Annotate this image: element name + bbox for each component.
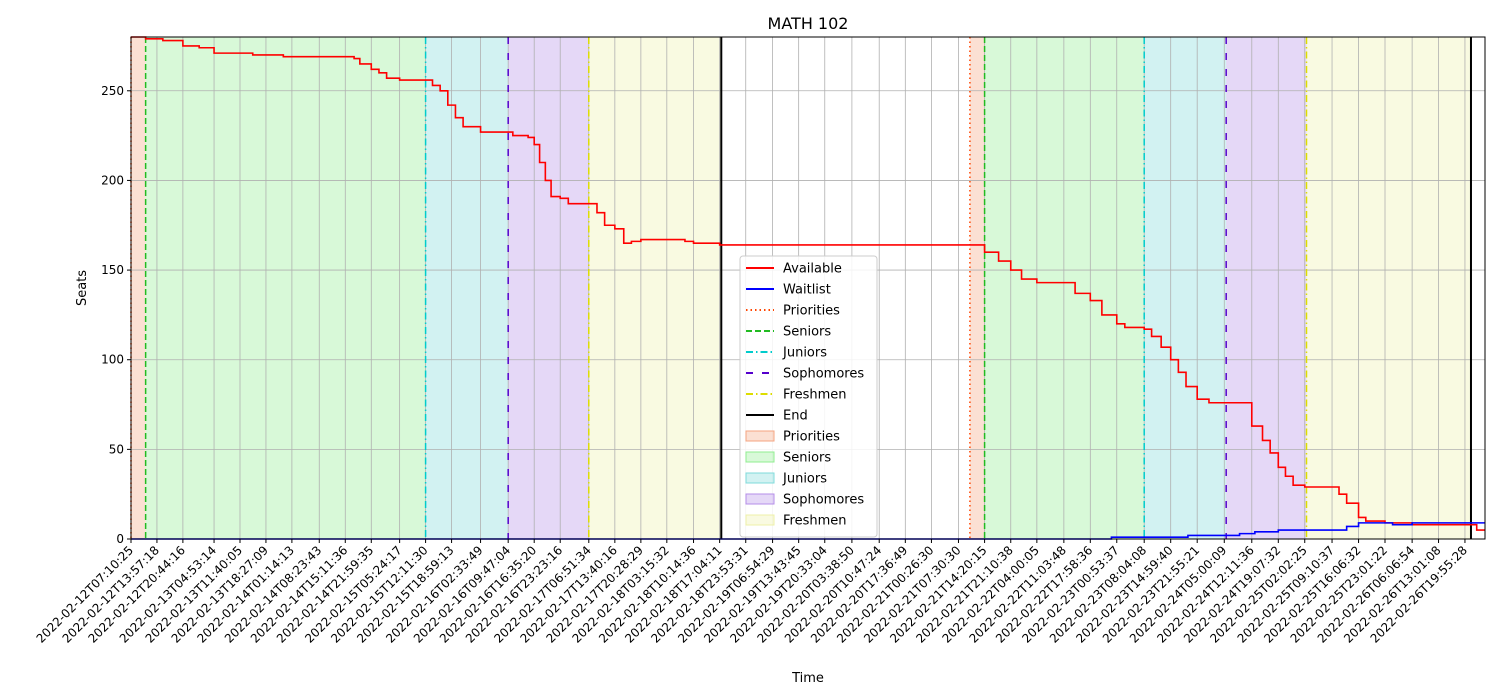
y-tick-label-1: 50 (109, 442, 124, 456)
plot-frame (130, 36, 1486, 540)
legend-label-3: Seniors (783, 325, 831, 340)
x-axis-label: Time (791, 671, 824, 686)
chart-title: MATH 102 (768, 14, 849, 33)
legend-swatch-8 (745, 430, 775, 442)
series-line-waitlist (131, 522, 1485, 540)
y-tick-label-4: 200 (101, 173, 124, 187)
legend-label-1: Waitlist (783, 283, 831, 298)
legend-swatch-9 (745, 451, 775, 463)
legend-label-5: Sophomores (783, 367, 864, 382)
phase-band-sophomores-8 (1226, 37, 1307, 539)
legend-label-7: End (783, 409, 808, 424)
phase-band-seniors-6 (984, 37, 1145, 539)
phase-band-priorities-5 (969, 37, 985, 539)
legend-label-11: Sophomores (783, 493, 864, 508)
x-axis-ticks: 2022-02-12T07:10:252022-02-12T13:57:1820… (34, 539, 1470, 646)
phase-bands (131, 37, 1471, 539)
phase-start-lines (130, 37, 1308, 539)
legend-swatch-11 (745, 493, 775, 505)
phase-band-juniors-7 (1144, 37, 1227, 539)
y-tick-label-5: 250 (101, 84, 124, 98)
x-tick-label-0: 2022-02-12T07:10:25 (34, 543, 137, 646)
y-axis-label: Seats (75, 270, 90, 306)
y-tick-label-3: 150 (101, 263, 124, 277)
legend-box (739, 255, 878, 538)
legend-swatch-10 (745, 472, 775, 484)
legend-label-10: Juniors (782, 472, 827, 487)
phase-band-seniors-1 (145, 37, 426, 539)
y-tick-label-2: 100 (101, 353, 124, 367)
phase-band-sophomores-3 (508, 37, 589, 539)
phase-band-freshmen-9 (1306, 37, 1471, 539)
legend-label-12: Freshmen (783, 514, 847, 529)
phase-band-priorities-0 (131, 37, 146, 539)
end-markers (720, 37, 1472, 539)
legend-label-8: Priorities (783, 430, 840, 445)
legend-label-9: Seniors (783, 451, 831, 466)
legend-label-2: Priorities (783, 304, 840, 319)
y-tick-label-0: 0 (116, 532, 124, 546)
phase-band-freshmen-4 (588, 37, 722, 539)
legend-swatch-12 (745, 514, 775, 526)
series-lines (131, 36, 1485, 540)
legend-label-4: Juniors (782, 346, 827, 361)
y-axis-ticks: 0 50 100 150 200 250 (101, 84, 131, 546)
legend-label-6: Freshmen (783, 388, 847, 403)
series-line-available (131, 36, 1485, 531)
legend: Available Waitlist Priorities Seniors Junior… (739, 255, 878, 538)
legend-label-0: Available (783, 262, 842, 277)
phase-band-juniors-2 (425, 37, 509, 539)
